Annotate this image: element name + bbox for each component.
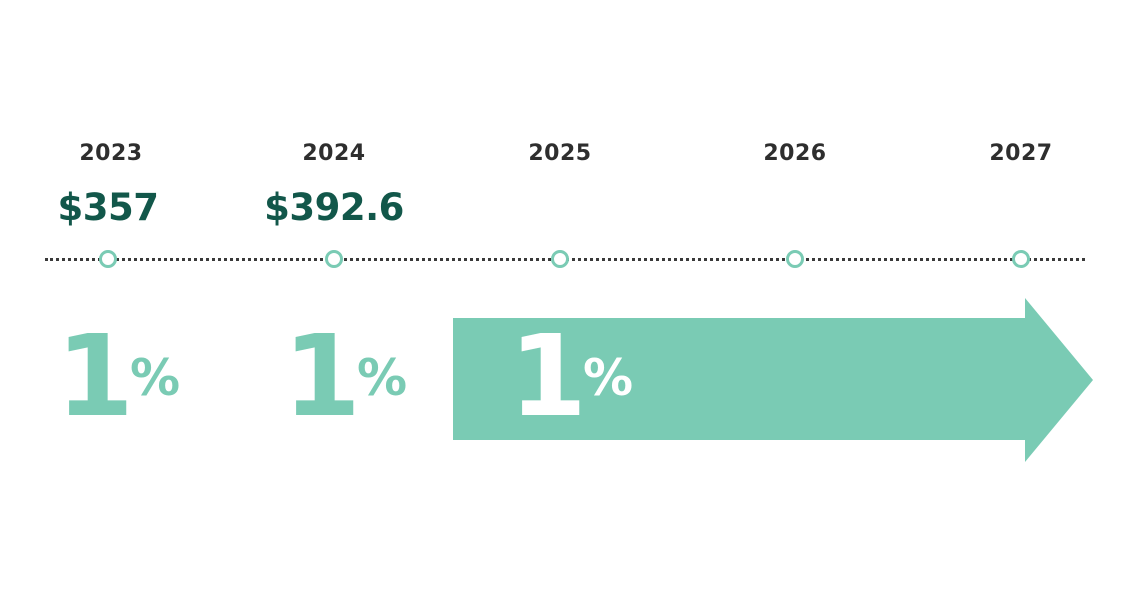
growth-percent-2024: 1%	[283, 321, 408, 433]
percent-sign: %	[356, 349, 408, 407]
year-label-2027: 2027	[989, 141, 1053, 166]
growth-percent-forecast: 1%	[509, 321, 634, 433]
timeline-node-2026	[786, 250, 804, 268]
value-2023: $357	[57, 186, 159, 229]
year-label-2026: 2026	[763, 141, 827, 166]
timeline-node-2027	[1012, 250, 1030, 268]
growth-number: 1	[56, 312, 134, 442]
timeline-node-2023	[99, 250, 117, 268]
year-label-2025: 2025	[528, 141, 592, 166]
growth-number: 1	[283, 312, 361, 442]
growth-percent-2023: 1%	[56, 321, 181, 433]
timeline-node-2025	[551, 250, 569, 268]
percent-sign: %	[582, 349, 634, 407]
percent-sign: %	[129, 349, 181, 407]
year-label-2024: 2024	[302, 141, 366, 166]
growth-number: 1	[509, 312, 587, 442]
timeline-node-2024	[325, 250, 343, 268]
forecast-arrow-shape	[453, 298, 1093, 462]
value-2024: $392.6	[264, 186, 404, 229]
year-label-2023: 2023	[79, 141, 143, 166]
